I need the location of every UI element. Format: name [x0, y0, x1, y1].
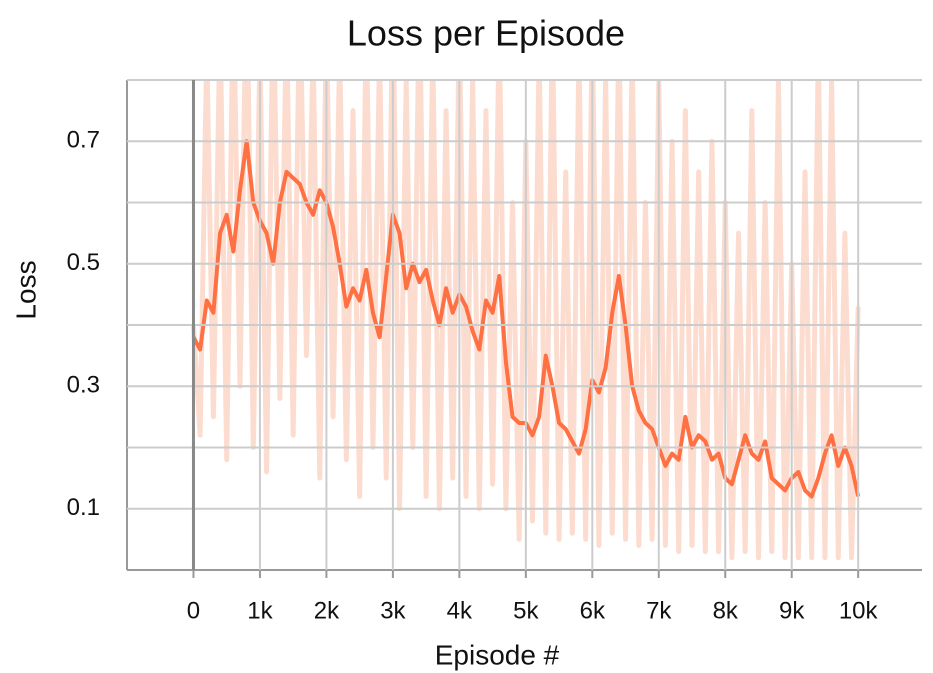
x-axis-label: Episode # — [435, 639, 560, 670]
y-axis-label: Loss — [10, 260, 41, 319]
x-tick-label: 0 — [187, 597, 200, 624]
chart-title: Loss per Episode — [347, 13, 625, 54]
x-tick-label: 7k — [646, 597, 672, 624]
y-tick-label: 0.7 — [67, 127, 100, 154]
x-tick-label: 8k — [713, 597, 739, 624]
y-tick-label: 0.3 — [67, 372, 100, 399]
x-tick-label: 1k — [247, 597, 273, 624]
x-tick-label: 2k — [314, 597, 340, 624]
x-tick-label: 3k — [380, 597, 406, 624]
y-tick-label: 0.1 — [67, 494, 100, 521]
x-tick-label: 9k — [779, 597, 805, 624]
x-tick-label: 4k — [447, 597, 473, 624]
y-tick-label: 0.5 — [67, 249, 100, 276]
x-tick-label: 5k — [513, 597, 539, 624]
x-tick-label: 10k — [839, 597, 879, 624]
x-tick-label: 6k — [580, 597, 606, 624]
